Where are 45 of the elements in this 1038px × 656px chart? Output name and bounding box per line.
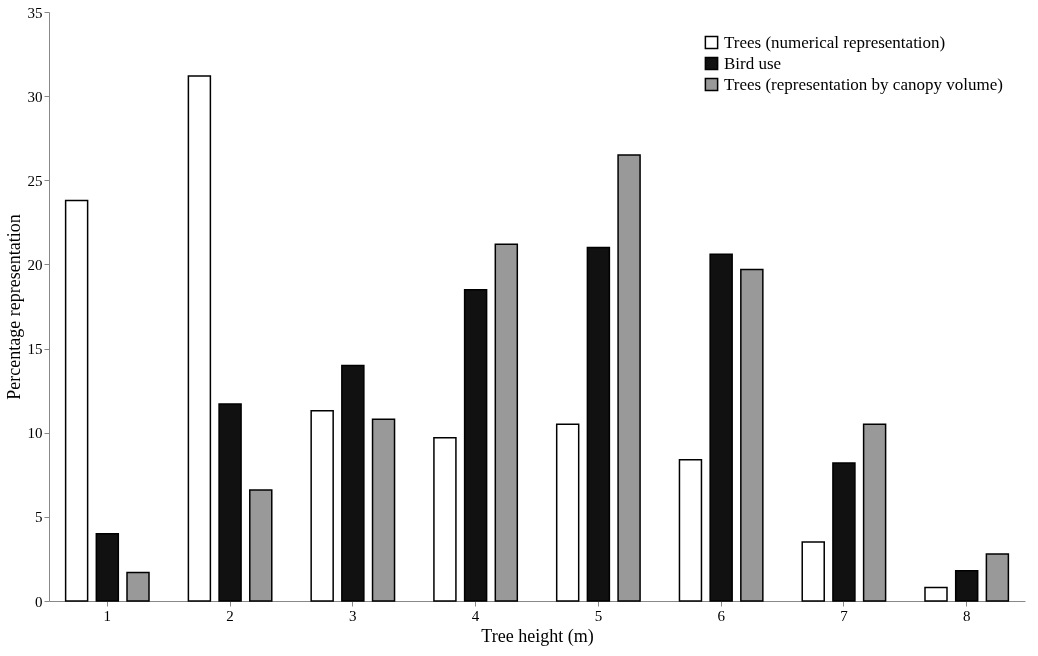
bar	[341, 364, 365, 602]
x-tick-label: 2	[226, 607, 234, 624]
bar	[95, 532, 120, 602]
y-tick-label: 0	[35, 593, 43, 610]
x-tick-label: 4	[471, 607, 480, 624]
bar	[678, 458, 703, 602]
x-tick-label: 5	[594, 607, 603, 624]
legend-label: Trees (representation by canopy volume)	[724, 74, 1003, 94]
legend-label: Bird use	[724, 53, 782, 73]
y-axis-title: Percentage representation	[3, 214, 24, 400]
x-tick-label: 8	[962, 607, 971, 624]
bar	[555, 423, 580, 602]
legend-label: Trees (numerical representation)	[724, 32, 946, 52]
bar	[433, 437, 457, 602]
x-tick-label: 3	[349, 607, 357, 624]
x-tick-label: 1	[103, 607, 112, 624]
bar	[709, 253, 733, 602]
bar	[617, 154, 641, 602]
x-tick-label: 7	[840, 607, 849, 624]
bar	[862, 423, 887, 602]
bar	[218, 403, 242, 602]
bar	[310, 410, 334, 602]
y-tick-label: 25	[27, 172, 43, 189]
y-tick-label: 30	[27, 88, 43, 105]
x-tick-label: 6	[717, 607, 726, 624]
bar	[463, 288, 488, 602]
bar	[187, 75, 212, 602]
bar	[801, 541, 825, 602]
y-tick-label: 10	[27, 425, 43, 442]
bar	[924, 586, 948, 602]
bar	[126, 571, 150, 602]
x-axis-title: Tree height (m)	[481, 625, 594, 647]
bar	[64, 199, 89, 602]
y-tick-label: 20	[27, 256, 43, 273]
bar	[371, 418, 396, 602]
bar	[586, 246, 611, 602]
bar	[740, 268, 764, 602]
bar	[985, 553, 1010, 602]
bar	[832, 462, 856, 602]
bar	[494, 243, 519, 602]
bar	[954, 569, 979, 602]
bar	[249, 489, 273, 602]
y-tick-label: 5	[35, 509, 43, 526]
y-tick-label: 15	[27, 341, 43, 358]
y-tick-label: 35	[27, 4, 43, 21]
